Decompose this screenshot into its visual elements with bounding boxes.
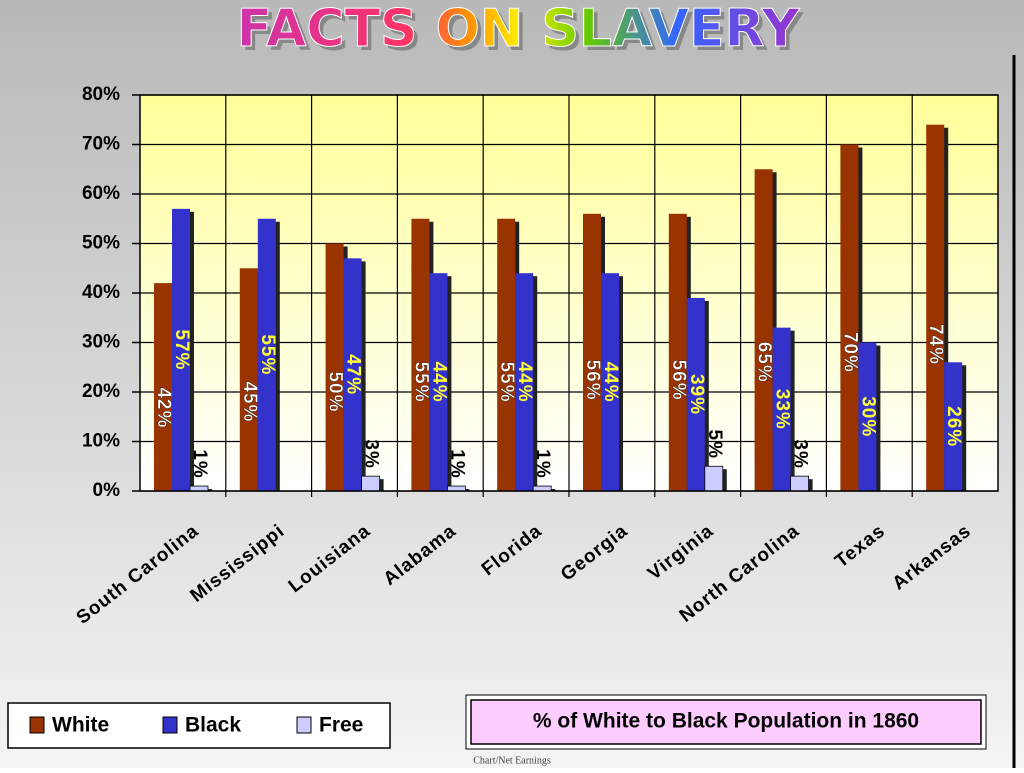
y-tick-label: 50% xyxy=(82,233,120,254)
value-label: 57% xyxy=(171,329,192,370)
bar xyxy=(926,124,945,491)
y-tick-label: 30% xyxy=(82,332,120,353)
y-tick-label: 0% xyxy=(93,480,121,501)
bar xyxy=(239,268,258,491)
value-label: 70% xyxy=(839,332,860,373)
bar xyxy=(497,218,516,491)
y-tick-label: 70% xyxy=(82,134,120,155)
y-tick-label: 10% xyxy=(82,431,120,452)
value-label: 33% xyxy=(772,389,793,430)
bar xyxy=(257,218,276,491)
y-tick-label: 60% xyxy=(82,183,120,204)
value-label: 74% xyxy=(925,324,946,365)
chart-title: FACTS ON SLAVERY xyxy=(237,0,801,59)
footnote: Chart/Net Earnings xyxy=(473,755,551,766)
caption: % of White to Black Population in 1860 xyxy=(533,710,919,733)
value-label: 56% xyxy=(668,360,689,401)
y-tick-label: 80% xyxy=(82,84,120,105)
value-label: 50% xyxy=(325,371,346,412)
value-label: 42% xyxy=(153,387,174,428)
bar xyxy=(944,362,963,491)
value-label: 47% xyxy=(343,354,364,395)
value-label: 1% xyxy=(532,449,553,478)
value-label: 44% xyxy=(428,362,449,403)
legend-swatch xyxy=(29,716,45,734)
value-label: 55% xyxy=(496,362,517,403)
value-label: 3% xyxy=(361,439,382,468)
caption-box xyxy=(470,699,982,745)
bar xyxy=(840,144,859,491)
value-label: 56% xyxy=(582,360,603,401)
bar xyxy=(790,475,809,492)
value-label: 3% xyxy=(790,439,811,468)
value-label: 1% xyxy=(446,449,467,478)
value-label: 30% xyxy=(857,396,878,437)
bar xyxy=(601,273,619,491)
bar xyxy=(704,465,724,492)
bar xyxy=(325,243,344,491)
legend-swatch xyxy=(296,716,312,734)
value-label: 39% xyxy=(686,374,707,415)
value-label: 5% xyxy=(704,430,725,459)
bar xyxy=(858,342,877,491)
bar xyxy=(343,258,362,491)
y-tick-label: 20% xyxy=(82,381,120,402)
value-label: 55% xyxy=(257,334,278,375)
value-label: 44% xyxy=(600,362,621,403)
legend-swatch xyxy=(162,716,178,734)
bar xyxy=(172,208,190,491)
legend-label: White xyxy=(52,714,109,737)
bar xyxy=(361,475,381,492)
bar xyxy=(515,273,534,491)
bar xyxy=(772,327,791,491)
bar xyxy=(429,273,448,491)
bars: 42%57%1%45%55%50%47%3%55%44%1%55%44%1%56… xyxy=(153,124,967,492)
value-label: 65% xyxy=(754,342,775,383)
value-label: 26% xyxy=(943,406,964,447)
title-shadow: FACTS ON SLAVERY xyxy=(241,3,805,63)
y-tick-label: 40% xyxy=(82,282,120,303)
bar xyxy=(154,283,172,491)
value-label: 55% xyxy=(410,362,431,403)
legend-label: Free xyxy=(319,714,363,737)
bar xyxy=(754,169,773,491)
legend-label: Black xyxy=(185,714,241,737)
bar xyxy=(668,213,687,492)
value-label: 44% xyxy=(514,362,535,403)
bar xyxy=(411,218,430,491)
legend xyxy=(7,702,391,749)
value-label: 1% xyxy=(189,449,210,478)
bar xyxy=(583,213,601,492)
value-label: 45% xyxy=(239,381,260,422)
bar xyxy=(686,297,705,491)
legend-items: White Black Free xyxy=(29,714,363,737)
